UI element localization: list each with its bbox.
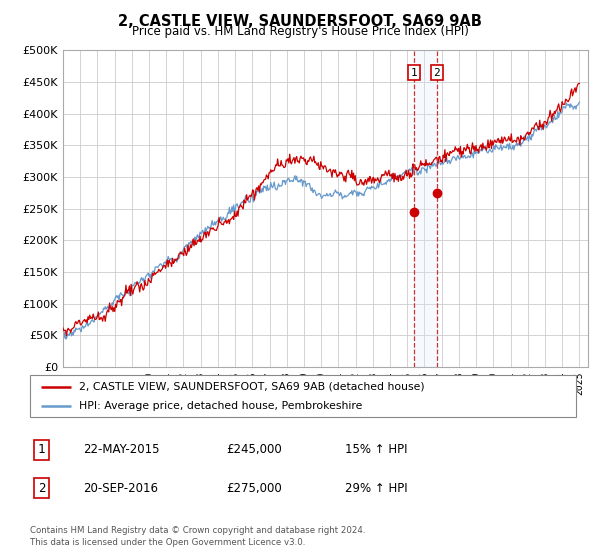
Text: HPI: Average price, detached house, Pembrokeshire: HPI: Average price, detached house, Pemb… <box>79 401 362 411</box>
Text: £275,000: £275,000 <box>227 482 283 494</box>
Text: 15% ↑ HPI: 15% ↑ HPI <box>345 444 407 456</box>
Text: 2, CASTLE VIEW, SAUNDERSFOOT, SA69 9AB (detached house): 2, CASTLE VIEW, SAUNDERSFOOT, SA69 9AB (… <box>79 381 425 391</box>
Text: 20-SEP-2016: 20-SEP-2016 <box>83 482 158 494</box>
Text: 2, CASTLE VIEW, SAUNDERSFOOT, SA69 9AB: 2, CASTLE VIEW, SAUNDERSFOOT, SA69 9AB <box>118 14 482 29</box>
Text: 22-MAY-2015: 22-MAY-2015 <box>83 444 160 456</box>
Text: 29% ↑ HPI: 29% ↑ HPI <box>345 482 408 494</box>
Text: 2: 2 <box>38 482 46 494</box>
Text: £245,000: £245,000 <box>227 444 283 456</box>
Text: Contains HM Land Registry data © Crown copyright and database right 2024.
This d: Contains HM Land Registry data © Crown c… <box>30 526 365 547</box>
FancyBboxPatch shape <box>30 375 576 417</box>
Text: 1: 1 <box>38 444 46 456</box>
Text: Price paid vs. HM Land Registry's House Price Index (HPI): Price paid vs. HM Land Registry's House … <box>131 25 469 38</box>
Bar <box>414 50 437 367</box>
Text: 1: 1 <box>410 68 418 77</box>
Text: 2: 2 <box>433 68 440 77</box>
